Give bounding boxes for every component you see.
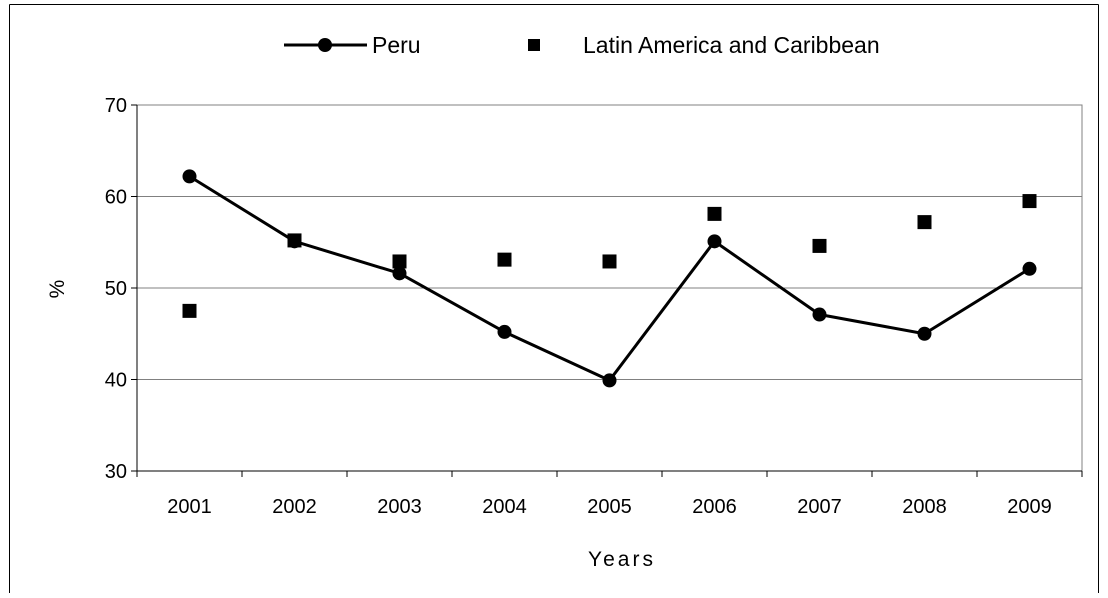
series-peru-line bbox=[188, 175, 1031, 382]
data-point-lac-2004 bbox=[497, 252, 512, 267]
x-tick-label-2001: 2001 bbox=[167, 496, 212, 518]
series-1 bbox=[182, 194, 1037, 318]
data-point-lac-2002 bbox=[287, 233, 302, 248]
series-0 bbox=[182, 169, 1037, 388]
data-point-peru-2009 bbox=[1022, 261, 1037, 276]
x-tick-label-2004: 2004 bbox=[482, 496, 527, 518]
x-tick-label-2007: 2007 bbox=[797, 496, 842, 518]
data-point-peru-2007 bbox=[812, 307, 827, 322]
x-axis-ticks: 2001 2002 2003 2004 2005 2006 2007 2008 2009 bbox=[136, 471, 1083, 518]
data-point-peru-2004 bbox=[497, 324, 512, 339]
y-tick-label-50: 50 bbox=[105, 278, 127, 300]
x-tick-label-2002: 2002 bbox=[272, 496, 317, 518]
legend-label-peru: Peru bbox=[372, 32, 421, 58]
x-tick-label-2006: 2006 bbox=[692, 496, 737, 518]
x-tick-label-2008: 2008 bbox=[902, 496, 947, 518]
y-tick-label-40: 40 bbox=[105, 370, 127, 392]
y-tick-label-30: 30 bbox=[105, 461, 127, 483]
x-tick-label-2009: 2009 bbox=[1007, 496, 1052, 518]
legend-lac-marker bbox=[528, 39, 540, 51]
data-point-lac-2008 bbox=[917, 215, 932, 230]
data-point-lac-2007 bbox=[812, 238, 827, 253]
y-axis-ticks: 30 40 50 60 70 bbox=[105, 95, 137, 483]
data-point-lac-2006 bbox=[707, 206, 722, 221]
data-point-lac-2001 bbox=[182, 303, 197, 318]
y-tick-label-70: 70 bbox=[105, 95, 127, 117]
x-tick-label-2003: 2003 bbox=[377, 496, 422, 518]
gridlines bbox=[137, 196, 1082, 380]
x-tick-label-2005: 2005 bbox=[587, 496, 632, 518]
legend-label-lac: Latin America and Caribbean bbox=[583, 32, 880, 58]
data-point-lac-2005 bbox=[602, 254, 617, 269]
series-layer bbox=[182, 169, 1037, 388]
data-point-peru-2006 bbox=[707, 234, 722, 249]
data-point-peru-2008 bbox=[917, 326, 932, 341]
x-axis-title: Years bbox=[588, 548, 656, 571]
data-point-peru-2005 bbox=[602, 373, 617, 388]
data-point-peru-2003 bbox=[392, 266, 407, 281]
data-point-peru-2001 bbox=[182, 169, 197, 184]
legend-peru-marker bbox=[318, 38, 332, 52]
data-point-lac-2009 bbox=[1022, 194, 1037, 209]
legend: Peru Latin America and Caribbean bbox=[284, 32, 880, 58]
y-tick-label-60: 60 bbox=[105, 187, 127, 209]
data-point-lac-2003 bbox=[392, 254, 407, 269]
y-axis-title: % bbox=[46, 280, 69, 299]
